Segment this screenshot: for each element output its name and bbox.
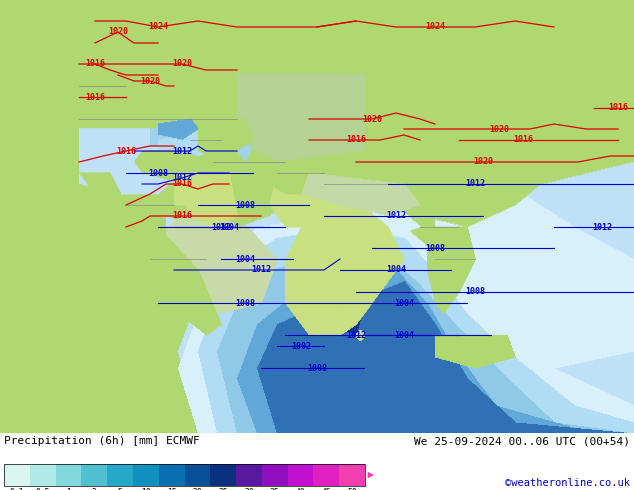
- Text: 1008: 1008: [148, 169, 168, 177]
- Text: 1: 1: [66, 488, 71, 490]
- Text: 1020: 1020: [473, 157, 493, 167]
- Text: 1012: 1012: [386, 212, 406, 220]
- Bar: [158, 464, 184, 486]
- Text: 25: 25: [218, 488, 228, 490]
- Bar: [262, 464, 288, 486]
- Text: 1016: 1016: [85, 59, 105, 69]
- Text: 1008: 1008: [425, 244, 445, 252]
- Text: 1024: 1024: [148, 23, 168, 31]
- Text: 0.5: 0.5: [36, 488, 50, 490]
- Text: 1016: 1016: [608, 103, 628, 113]
- Text: 1008: 1008: [465, 288, 485, 296]
- Text: 50: 50: [347, 488, 357, 490]
- Text: Precipitation (6h) [mm] ECMWF: Precipitation (6h) [mm] ECMWF: [4, 436, 200, 446]
- Text: 1020: 1020: [140, 76, 160, 85]
- Text: 35: 35: [270, 488, 280, 490]
- Text: 1004: 1004: [394, 330, 414, 340]
- Text: 5: 5: [117, 488, 122, 490]
- Text: 1004: 1004: [219, 222, 239, 231]
- Text: 1020: 1020: [362, 115, 382, 123]
- Text: 1020: 1020: [172, 59, 192, 69]
- Text: 1016: 1016: [116, 147, 136, 155]
- Text: 1012: 1012: [172, 173, 192, 182]
- Text: 1008: 1008: [307, 364, 327, 372]
- Text: 1012: 1012: [172, 147, 192, 155]
- Text: 1016: 1016: [172, 212, 192, 220]
- Text: 1016: 1016: [172, 179, 192, 189]
- Text: 1024: 1024: [425, 23, 445, 31]
- Bar: [56, 464, 81, 486]
- Bar: [210, 464, 236, 486]
- Text: 1016: 1016: [346, 136, 366, 145]
- Text: 1012: 1012: [346, 330, 366, 340]
- Text: 1008: 1008: [235, 298, 255, 308]
- Text: 1012: 1012: [465, 179, 485, 189]
- Bar: [4, 464, 30, 486]
- Bar: [236, 464, 262, 486]
- Bar: [30, 464, 56, 486]
- Bar: [288, 464, 313, 486]
- Bar: [133, 464, 158, 486]
- Text: 1020: 1020: [108, 27, 128, 36]
- Bar: [4, 464, 365, 486]
- Text: 10: 10: [141, 488, 151, 490]
- Text: 2: 2: [92, 488, 97, 490]
- Text: ©weatheronline.co.uk: ©weatheronline.co.uk: [505, 478, 630, 488]
- Text: 1002: 1002: [291, 342, 311, 350]
- Text: 1020: 1020: [489, 124, 509, 133]
- Text: 40: 40: [295, 488, 306, 490]
- Text: 1016: 1016: [85, 93, 105, 101]
- Text: 1004: 1004: [386, 266, 406, 274]
- Text: 1004: 1004: [235, 254, 255, 264]
- Text: 1004: 1004: [394, 298, 414, 308]
- Bar: [107, 464, 133, 486]
- Text: 30: 30: [244, 488, 254, 490]
- Text: 1012: 1012: [592, 222, 612, 231]
- Text: 1012: 1012: [211, 222, 231, 231]
- Text: 0.1: 0.1: [10, 488, 24, 490]
- Text: 15: 15: [167, 488, 176, 490]
- Text: We 25-09-2024 00..06 UTC (00+54): We 25-09-2024 00..06 UTC (00+54): [414, 436, 630, 446]
- Bar: [184, 464, 210, 486]
- Text: 20: 20: [193, 488, 202, 490]
- Text: 1012: 1012: [251, 266, 271, 274]
- Bar: [81, 464, 107, 486]
- Text: 1016: 1016: [513, 136, 533, 145]
- Text: 45: 45: [321, 488, 331, 490]
- Text: 1008: 1008: [235, 200, 255, 210]
- Bar: [339, 464, 365, 486]
- Bar: [313, 464, 339, 486]
